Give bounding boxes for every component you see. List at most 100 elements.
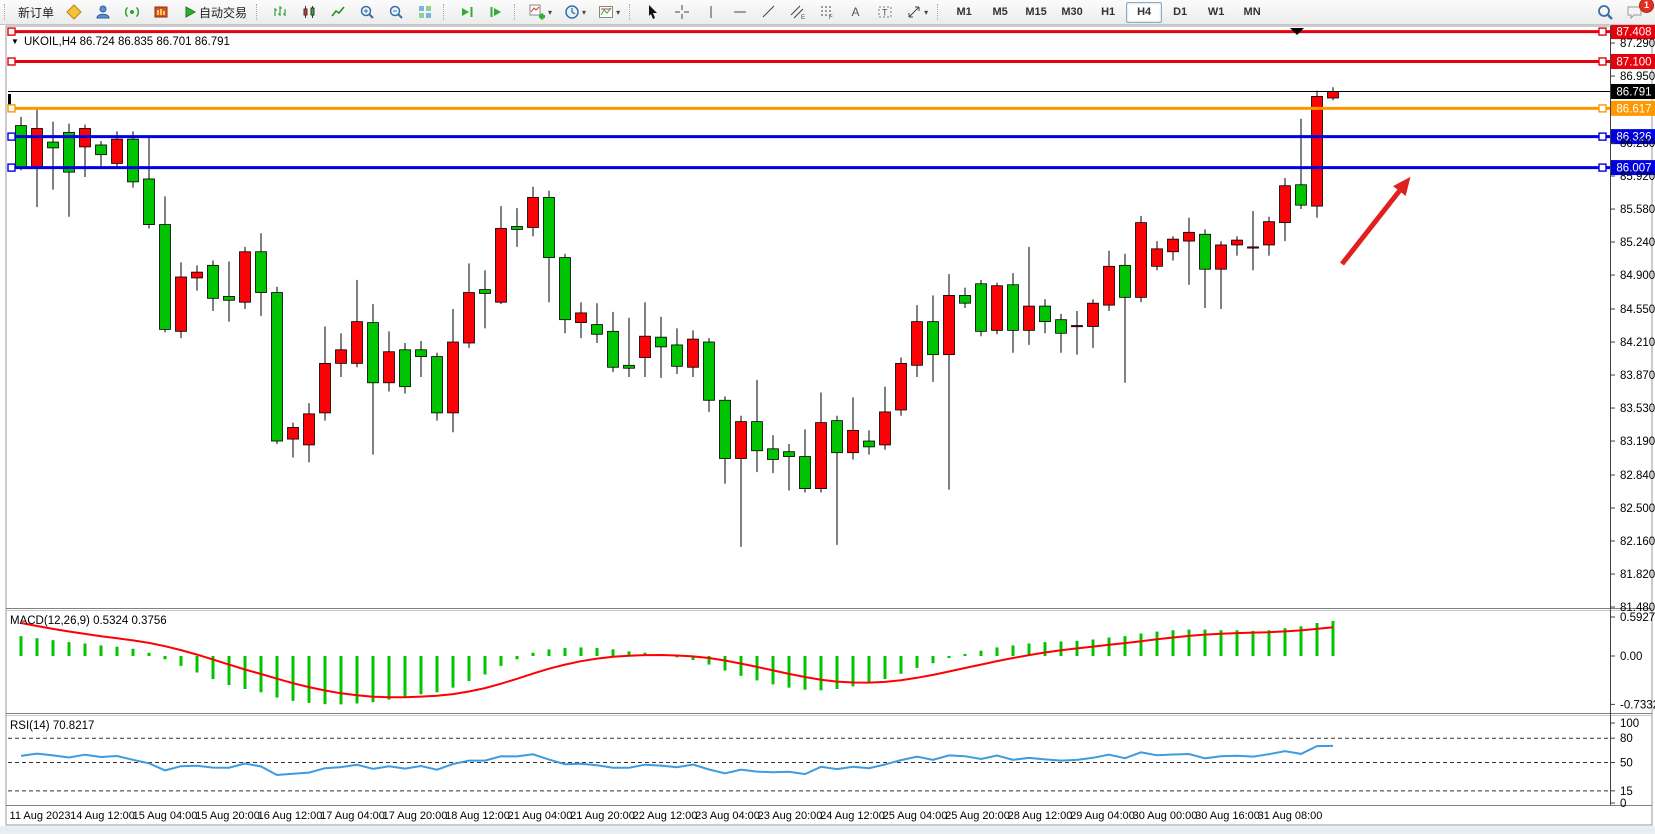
timeframe-d1[interactable]: D1 bbox=[1173, 6, 1188, 18]
signal-button[interactable] bbox=[117, 1, 146, 24]
bar-chart-button[interactable] bbox=[265, 1, 294, 24]
zoom-out-button[interactable] bbox=[381, 1, 410, 24]
candle-body bbox=[1199, 233, 1211, 270]
crosshair-button[interactable] bbox=[667, 1, 696, 24]
macd-bar bbox=[51, 640, 55, 656]
timeframe-m15[interactable]: M15 bbox=[1025, 6, 1047, 18]
macd-bar bbox=[35, 638, 39, 656]
bottom-strip bbox=[0, 826, 1655, 834]
arrow-annotation[interactable] bbox=[1340, 176, 1411, 266]
add-indicator-button[interactable]: ▾ bbox=[523, 1, 557, 24]
macd-bar bbox=[1059, 641, 1063, 656]
text-button[interactable]: A bbox=[841, 1, 870, 24]
candle-body bbox=[975, 283, 987, 332]
macd-pane[interactable]: 0.5927 0.00 -0.7332 MACD(12,26,9) 0.5324 0.… bbox=[10, 612, 1655, 711]
macd-bar bbox=[1139, 633, 1143, 656]
macd-bar bbox=[1203, 629, 1207, 656]
periods-button[interactable]: ▾ bbox=[557, 1, 591, 24]
line-handle[interactable] bbox=[7, 132, 16, 141]
rsi-line bbox=[20, 744, 1334, 777]
chart-shift-button[interactable] bbox=[481, 1, 510, 24]
line-handle[interactable] bbox=[7, 27, 16, 36]
time-label: 30 Aug 00:00 bbox=[1133, 810, 1198, 822]
rsi-pane[interactable]: 100 80 50 150 RSI(14) 70.8217 bbox=[8, 718, 1639, 810]
candle-body bbox=[911, 321, 923, 366]
auto-scroll-icon bbox=[457, 3, 476, 22]
hline-object[interactable] bbox=[7, 132, 1610, 141]
svg-text:A: A bbox=[851, 5, 859, 19]
line-handle[interactable] bbox=[1598, 27, 1607, 36]
collapse-icon[interactable]: ▼ bbox=[11, 37, 19, 46]
clock-icon bbox=[562, 3, 581, 22]
hline-object[interactable] bbox=[7, 104, 1610, 113]
timeframe-m5[interactable]: M5 bbox=[992, 6, 1008, 18]
fibonacci-button[interactable]: F bbox=[812, 1, 841, 24]
new-order-button[interactable]: 新订单 bbox=[13, 1, 59, 24]
candle-body bbox=[831, 420, 843, 454]
price-scale[interactable]: 87.290 86.950 86.260 85.920 85.580 85.240 84.9… bbox=[1610, 38, 1655, 614]
templates-button[interactable]: ▾ bbox=[591, 1, 625, 24]
svg-text:86.791: 86.791 bbox=[1616, 86, 1651, 98]
auto-trading-button[interactable]: 自动交易 bbox=[175, 1, 252, 24]
profile-button[interactable] bbox=[88, 1, 117, 24]
time-label: 15 Aug 04:00 bbox=[133, 810, 198, 822]
macd-bar bbox=[131, 648, 135, 656]
macd-bar bbox=[627, 651, 631, 656]
hline-object[interactable] bbox=[7, 27, 1610, 36]
toolbar-grip bbox=[256, 4, 262, 20]
time-label: 15 Aug 20:00 bbox=[195, 810, 260, 822]
hline-object[interactable] bbox=[7, 163, 1610, 172]
zoom-in-button[interactable] bbox=[352, 1, 381, 24]
macd-bar bbox=[1251, 630, 1255, 656]
macd-bar bbox=[403, 656, 407, 697]
trendline-button[interactable] bbox=[754, 1, 783, 24]
auto-scroll-button[interactable] bbox=[452, 1, 481, 24]
notifications-button[interactable]: 1 bbox=[1620, 0, 1654, 24]
line-handle[interactable] bbox=[1598, 132, 1607, 141]
line-handle[interactable] bbox=[1598, 57, 1607, 66]
hline-object[interactable] bbox=[7, 57, 1610, 66]
candle-body bbox=[783, 451, 795, 457]
candle-body bbox=[927, 321, 939, 356]
tile-windows-button[interactable] bbox=[410, 1, 439, 24]
crosshair-icon bbox=[672, 3, 691, 22]
chart-frame bbox=[5, 25, 1653, 826]
market-watch-button[interactable] bbox=[146, 1, 175, 24]
timeframe-h1[interactable]: H1 bbox=[1101, 6, 1116, 18]
vertical-line-button[interactable] bbox=[696, 1, 725, 24]
timeframe-w1[interactable]: W1 bbox=[1207, 6, 1225, 18]
line-handle[interactable] bbox=[7, 104, 16, 113]
cursor-button[interactable] bbox=[638, 1, 667, 24]
line-handle[interactable] bbox=[1598, 163, 1607, 172]
timeframe-mn[interactable]: MN bbox=[1243, 6, 1261, 18]
text-label-button[interactable]: T bbox=[870, 1, 899, 24]
horizontal-line-button[interactable] bbox=[725, 1, 754, 24]
line-chart-button[interactable] bbox=[323, 1, 352, 24]
profile-icon bbox=[93, 3, 112, 22]
line-handle[interactable] bbox=[7, 163, 16, 172]
macd-bar bbox=[227, 656, 231, 686]
arrows-button[interactable]: ▾ bbox=[899, 1, 933, 24]
search-button[interactable] bbox=[1591, 1, 1620, 24]
macd-bar bbox=[931, 656, 935, 664]
macd-bar bbox=[835, 656, 839, 689]
candlestick-chart-button[interactable] bbox=[294, 1, 323, 24]
candle-body bbox=[287, 427, 299, 440]
equidistant-channel-button[interactable]: E bbox=[783, 1, 812, 24]
arrows-icon bbox=[904, 3, 923, 22]
timeframe-h4[interactable]: H4 bbox=[1126, 1, 1163, 23]
macd-bar bbox=[675, 656, 679, 658]
candle-body bbox=[463, 292, 475, 344]
diamond-icon bbox=[64, 3, 83, 22]
price-tag: 86.007 bbox=[1611, 160, 1655, 176]
timeframe-m30[interactable]: M30 bbox=[1061, 6, 1083, 18]
line-handle[interactable] bbox=[1598, 104, 1607, 113]
candle-body bbox=[1103, 265, 1115, 306]
metaquotes-button[interactable] bbox=[59, 1, 88, 24]
arrow-head-icon bbox=[1393, 176, 1411, 196]
line-handle[interactable] bbox=[7, 57, 16, 66]
timeframe-m1[interactable]: M1 bbox=[956, 6, 972, 18]
svg-text:0.00: 0.00 bbox=[1620, 651, 1642, 663]
